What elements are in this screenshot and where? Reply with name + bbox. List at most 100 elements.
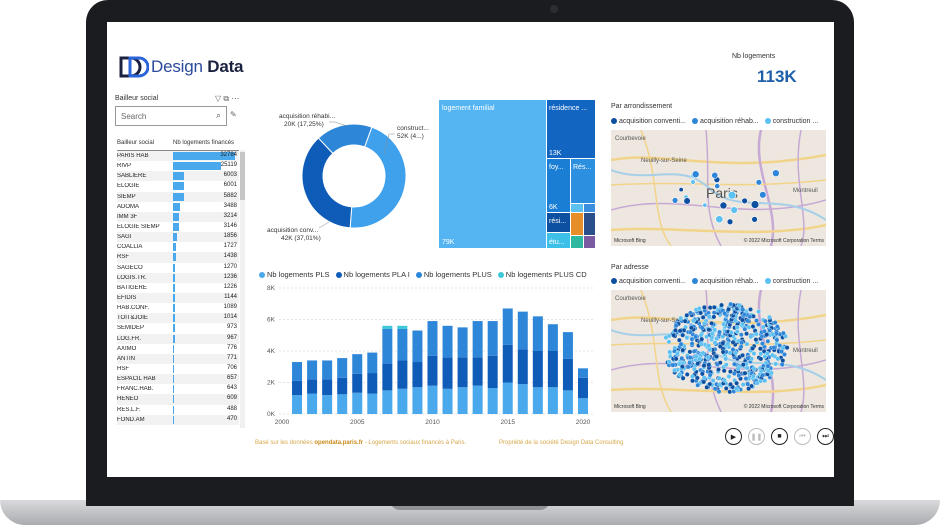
treemap-tile-teal[interactable] <box>571 236 583 248</box>
map-point[interactable] <box>742 370 748 376</box>
map-point[interactable] <box>663 335 669 340</box>
bar-segment-2002-2[interactable] <box>307 360 318 380</box>
bar-segment-2010-0[interactable] <box>427 385 438 414</box>
bar-segment-2012-0[interactable] <box>457 387 468 414</box>
map-point[interactable] <box>712 327 718 333</box>
table-row[interactable]: LOGIS.TR. 1236 <box>117 272 239 283</box>
map-adresse[interactable]: Courbevoie Neuilly-sur-Seine Montreuil Mic… <box>611 290 826 412</box>
map-point[interactable] <box>739 340 744 346</box>
map-point[interactable] <box>683 197 691 205</box>
map-point[interactable] <box>716 389 722 395</box>
map-point[interactable] <box>714 183 721 190</box>
map-point[interactable] <box>753 337 759 342</box>
legend-item-plai[interactable]: Nb logements PLA I <box>335 270 410 279</box>
bar-segment-2007-0[interactable] <box>382 390 393 414</box>
map-point[interactable] <box>774 324 780 329</box>
map-point[interactable] <box>744 331 749 337</box>
map-point[interactable] <box>693 334 698 340</box>
column-header-nb-logements[interactable]: Nb logements financés <box>173 140 235 146</box>
bar-segment-2012-1[interactable] <box>457 357 468 388</box>
bar-segment-2006-2[interactable] <box>367 352 378 374</box>
map1-legend-item-2[interactable]: acquisition réhab... <box>691 118 759 125</box>
map-point[interactable] <box>719 302 724 308</box>
map-point[interactable] <box>750 346 755 351</box>
map-point[interactable] <box>773 361 779 367</box>
map-point[interactable] <box>765 351 770 356</box>
map-point[interactable] <box>699 371 705 377</box>
bar-segment-2005-2[interactable] <box>352 354 363 374</box>
table-row[interactable]: HSF 706 <box>117 364 239 374</box>
legend-item-pls[interactable]: Nb logements PLS <box>259 270 330 279</box>
map-point[interactable] <box>762 328 767 334</box>
treemap-tile-res[interactable] <box>571 159 595 203</box>
map-point[interactable] <box>688 310 693 316</box>
search-input[interactable]: Search ⌕ <box>115 106 227 126</box>
map-point[interactable] <box>678 341 684 347</box>
map-point[interactable] <box>726 218 734 226</box>
map-point[interactable] <box>671 332 677 338</box>
map-point[interactable] <box>687 349 693 355</box>
donut-slice-2[interactable] <box>317 123 373 155</box>
stacked-bar-chart[interactable]: 0K 2K 4K 6K 8K 2000 2005 2010 2015 2020 <box>255 280 600 430</box>
bar-segment-2005-1[interactable] <box>352 373 363 393</box>
bar-segment-2011-2[interactable] <box>442 325 453 358</box>
bar-segment-2007-1[interactable] <box>382 363 393 391</box>
map-point[interactable] <box>754 318 759 323</box>
bar-segment-2002-1[interactable] <box>307 379 318 394</box>
map2-legend-item-2[interactable]: acquisition réhab... <box>691 278 759 285</box>
bar-segment-2001-0[interactable] <box>292 395 303 414</box>
map-point[interactable] <box>751 373 756 379</box>
bar-segment-2003-1[interactable] <box>322 379 333 396</box>
bar-segment-2009-1[interactable] <box>412 362 423 388</box>
map-point[interactable] <box>772 169 780 177</box>
bar-segment-2008-2[interactable] <box>397 328 408 361</box>
bar-segment-2014-0[interactable] <box>487 388 498 414</box>
legend-item-plus-cd[interactable]: Nb logements PLUS CD <box>497 270 587 279</box>
map-point[interactable] <box>723 356 729 362</box>
bar-segment-2002-0[interactable] <box>307 393 318 414</box>
bar-segment-2009-2[interactable] <box>412 330 423 363</box>
map-point[interactable] <box>704 384 710 390</box>
focus-mode-icon[interactable]: ⧉ <box>223 94 230 103</box>
bar-segment-2016-1[interactable] <box>517 349 528 385</box>
map-point[interactable] <box>736 373 742 378</box>
map-point[interactable] <box>695 375 700 381</box>
map-point[interactable] <box>694 353 699 359</box>
map-point[interactable] <box>758 356 764 362</box>
bar-segment-2006-0[interactable] <box>367 393 378 414</box>
map-point[interactable] <box>699 341 704 347</box>
map-point[interactable] <box>734 329 740 334</box>
treemap-tile-logement-familial[interactable] <box>439 100 546 248</box>
map1-legend-item-3[interactable]: construction ... <box>764 118 818 125</box>
map-point[interactable] <box>715 215 724 224</box>
table-row[interactable]: SIEMP 5882 <box>117 191 239 202</box>
treemap-tile-small-a[interactable] <box>571 204 583 212</box>
legend-item-plus[interactable]: Nb logements PLUS <box>415 270 492 279</box>
map-point[interactable] <box>695 382 701 388</box>
map-point[interactable] <box>728 369 733 374</box>
bar-segment-2016-0[interactable] <box>517 384 528 414</box>
donut-chart[interactable]: acquisition réhabi... 20K (17,25%) const… <box>259 104 439 244</box>
next-button[interactable]: ⏭ <box>817 428 834 445</box>
map-point[interactable] <box>695 361 701 366</box>
map-point[interactable] <box>712 340 718 346</box>
bar-segment-2012-2[interactable] <box>457 327 468 358</box>
map-point[interactable] <box>714 354 720 359</box>
map-point[interactable] <box>691 349 697 354</box>
map-point[interactable] <box>762 354 768 359</box>
bar-segment-2001-1[interactable] <box>292 380 303 396</box>
table-row[interactable]: HAB.CONF. 1089 <box>117 303 239 313</box>
bar-segment-2007-3[interactable] <box>382 325 393 329</box>
bar-segment-2017-1[interactable] <box>532 351 543 388</box>
map-point[interactable] <box>691 318 696 324</box>
previous-button[interactable]: ⏮ <box>794 428 811 445</box>
bar-segment-2001-2[interactable] <box>292 362 303 381</box>
map-point[interactable] <box>738 332 744 338</box>
map-point[interactable] <box>699 336 705 342</box>
map-point[interactable] <box>720 349 726 355</box>
map-point[interactable] <box>735 366 741 372</box>
map-point[interactable] <box>674 351 680 356</box>
map-point[interactable] <box>690 179 696 185</box>
map-point[interactable] <box>712 386 718 392</box>
map-point[interactable] <box>688 329 693 335</box>
